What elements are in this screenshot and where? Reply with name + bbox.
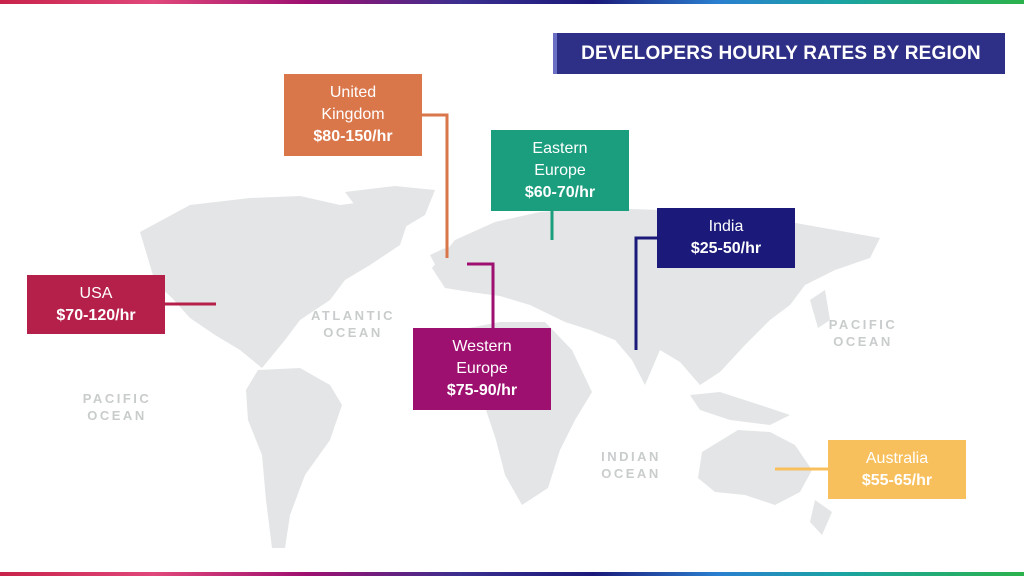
connector [422,113,449,258]
region-box: India $25-50/hr [657,208,795,268]
connectors [165,113,828,471]
region-box: United Kingdom $80-150/hr [284,74,422,156]
region-name: Australia [865,449,929,467]
region-box: Western Europe $75-90/hr [413,328,551,410]
ocean-label: PACIFIC OCEAN [82,391,152,423]
region-name: Eastern Europe [532,139,588,179]
region-rate: $70-120/hr [56,306,136,324]
connector [634,236,657,350]
region-rate: $60-70/hr [524,183,596,201]
region-name: USA [79,284,113,302]
region-box: Eastern Europe $60-70/hr [491,130,629,211]
region-name: India [708,218,744,235]
region-rate: $55-65/hr [861,471,933,489]
top-stripe [0,0,1024,4]
ocean-label: ATLANTIC OCEAN [310,308,396,340]
region-box: USA $70-120/hr [27,275,165,334]
ocean-label: PACIFIC OCEAN [828,317,898,349]
title: DEVELOPERS HOURLY RATES BY REGION [553,33,1005,74]
region-name: Western Europe [452,338,512,377]
connector [467,262,495,328]
region-name: United Kingdom [321,84,385,123]
region-rate: $75-90/hr [446,382,518,399]
region-box: Australia $55-65/hr [828,440,966,499]
bottom-stripe [0,572,1024,576]
region-rate: $25-50/hr [690,240,762,257]
region-rate: $80-150/hr [313,128,393,145]
ocean-label: INDIAN OCEAN [601,449,661,481]
